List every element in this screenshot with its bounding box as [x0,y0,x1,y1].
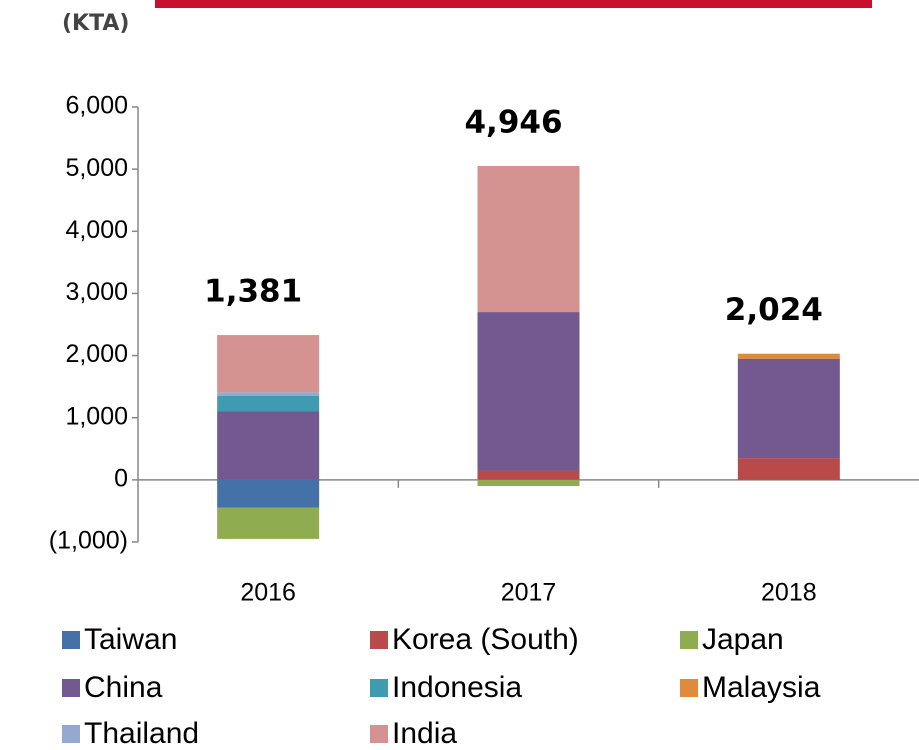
x-tick-label: 2017 [501,579,557,607]
bar-segment [477,312,580,471]
legend-swatch [680,679,698,697]
legend-label: China [84,671,163,704]
bar-segment [477,470,580,480]
y-tick-label: 6,000 [65,92,128,120]
legend-label: India [392,717,457,750]
legend-swatch [370,679,388,697]
bar-segment [737,353,840,359]
y-tick-label: (1,000) [49,527,128,555]
legend-label: Malaysia [702,671,821,704]
bar-segment [217,335,320,393]
total-label: 4,946 [464,105,562,141]
y-tick-label: 1,000 [65,402,128,430]
y-tick-label: 3,000 [65,278,128,306]
total-label: 1,381 [204,274,302,310]
bar-segment [477,479,580,487]
bar-segment [217,507,320,539]
legend-swatch [680,631,698,649]
legend-label: Taiwan [84,623,177,656]
header-bar [155,0,872,8]
bar-segment [217,395,320,412]
legend-swatch [370,631,388,649]
legend-label: Thailand [84,717,199,750]
y-tick-label: 2,000 [65,340,128,368]
bar-segment [217,479,320,508]
legend-swatch [62,679,80,697]
y-tick-label: 4,000 [65,216,128,244]
legend-swatch [62,725,80,743]
x-tick-label: 2018 [761,579,817,607]
legend-label: Japan [702,623,784,656]
total-label: 2,024 [725,292,823,328]
bar-segment [737,358,840,459]
x-tick-label: 2016 [240,579,296,607]
bar-segment [737,458,840,480]
y-tick-label: 5,000 [65,154,128,182]
legend-swatch [370,725,388,743]
legend-label: Korea (South) [392,623,579,656]
y-tick-label: 0 [114,464,128,492]
bar-segment [217,411,320,480]
bar-segment [477,166,580,313]
legend-swatch [62,631,80,649]
legend-label: Indonesia [392,671,522,704]
unit-label: (KTA) [62,11,129,36]
bar-segment [217,392,320,396]
